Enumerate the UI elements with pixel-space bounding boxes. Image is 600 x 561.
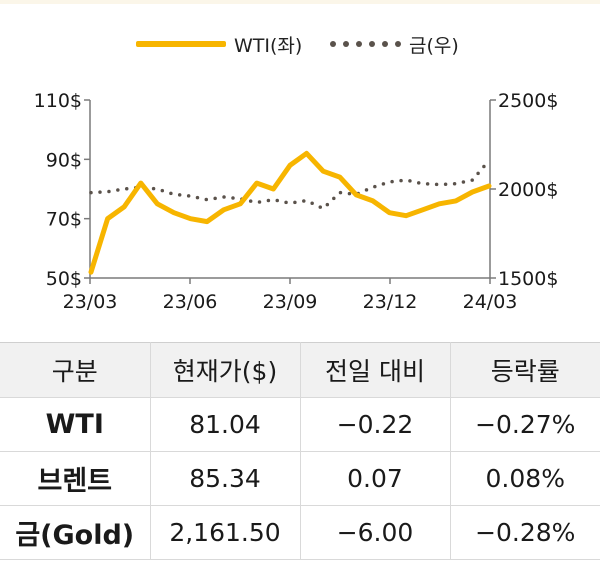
table-row: WTI 81.04 −0.22 −0.27% xyxy=(0,397,600,452)
right-tick-label: 2500$ xyxy=(498,90,558,112)
row-price: 81.04 xyxy=(149,397,301,452)
table-row: 금(Gold) 2,161.50 −6.00 −0.28% xyxy=(0,505,600,560)
legend-label-gold: 금(우) xyxy=(409,34,459,57)
row-change: −0.22 xyxy=(299,397,451,452)
x-tick-label: 23/06 xyxy=(163,291,218,313)
row-price: 2,161.50 xyxy=(149,505,301,560)
table-header-row: 구분 현재가($) 전일 대비 등락률 xyxy=(0,342,600,398)
row-name: WTI xyxy=(0,397,151,452)
legend-label-wti: WTI(좌) xyxy=(234,34,303,57)
x-tick-label: 23/03 xyxy=(63,291,118,313)
row-name: 금(Gold) xyxy=(0,505,151,560)
row-name: 브렌트 xyxy=(0,451,151,506)
right-tick-label: 1500$ xyxy=(498,268,558,290)
price-table: 구분 현재가($) 전일 대비 등락률 WTI 81.04 −0.22 −0.2… xyxy=(0,342,600,560)
left-tick-label: 110$ xyxy=(34,90,82,112)
x-tick-label: 24/03 xyxy=(463,291,518,313)
legend-item-wti: WTI(좌) xyxy=(136,24,302,64)
header-rate: 등락률 xyxy=(449,342,600,398)
price-chart: 110$ 90$ 70$ 50$ 2500$ 2000$ 1500$ 23/03 23/06 23… xyxy=(34,90,559,313)
row-rate: 0.08% xyxy=(449,451,600,506)
header-category: 구분 xyxy=(0,342,151,398)
series-line-wti xyxy=(88,150,492,275)
header-change: 전일 대비 xyxy=(299,342,451,398)
legend-swatch-gold xyxy=(330,41,401,47)
row-change: 0.07 xyxy=(299,451,451,506)
row-rate: −0.27% xyxy=(449,397,600,452)
top-band xyxy=(0,0,600,4)
header-price: 현재가($) xyxy=(149,342,301,398)
x-tick-label: 23/09 xyxy=(263,291,318,313)
left-tick-label: 50$ xyxy=(46,268,82,290)
legend-swatch-wti xyxy=(136,41,226,47)
row-price: 85.34 xyxy=(149,451,301,506)
row-rate: −0.28% xyxy=(449,505,600,560)
table-row: 브렌트 85.34 0.07 0.08% xyxy=(0,451,600,506)
left-tick-label: 90$ xyxy=(46,149,82,171)
legend-item-gold: 금(우) xyxy=(330,24,459,64)
row-change: −6.00 xyxy=(299,505,451,560)
left-tick-label: 70$ xyxy=(46,209,82,231)
x-tick-label: 23/12 xyxy=(363,291,418,313)
chart-legend: WTI(좌) 금(우) xyxy=(0,24,600,64)
right-tick-label: 2000$ xyxy=(498,179,558,201)
